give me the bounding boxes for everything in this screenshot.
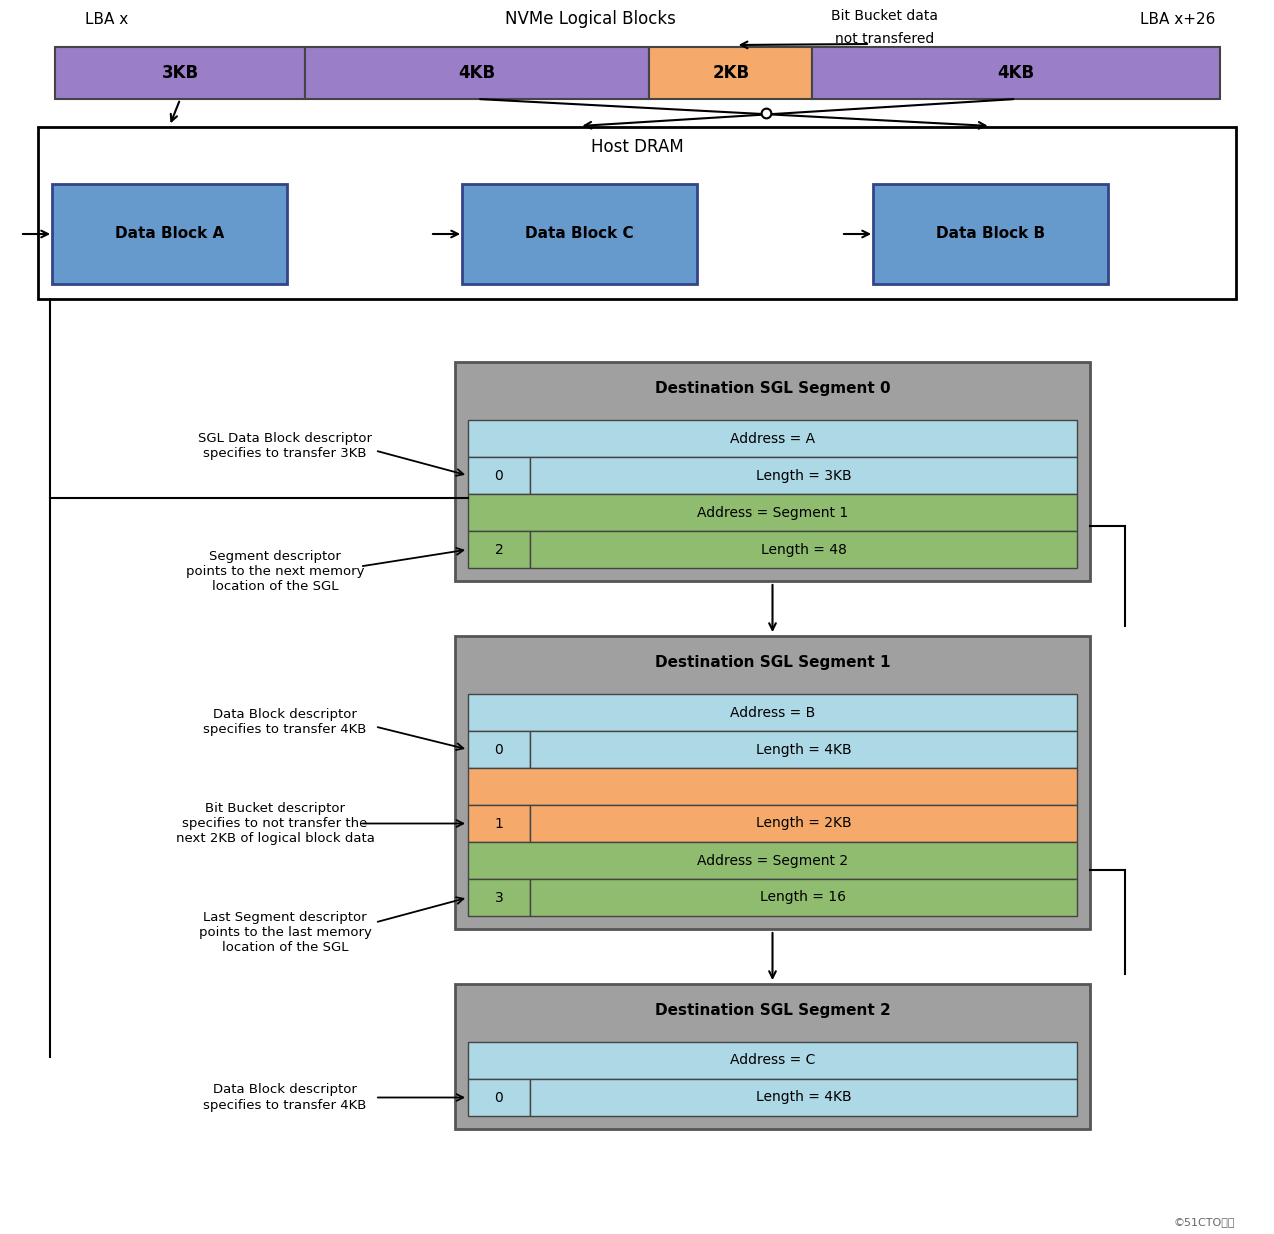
Text: LBA x: LBA x	[85, 11, 129, 26]
Text: Host DRAM: Host DRAM	[591, 138, 683, 155]
Text: Address = C: Address = C	[730, 1054, 815, 1067]
Bar	[468, 1079, 530, 1116]
Bar	[468, 805, 530, 842]
Text: Bit Bucket descriptor
specifies to not transfer the
next 2KB of logical block da: Bit Bucket descriptor specifies to not t…	[176, 802, 375, 845]
Text: 1: 1	[494, 817, 503, 830]
Bar	[455, 983, 1091, 1129]
Text: Length = 3KB: Length = 3KB	[755, 469, 851, 482]
Text: Length = 16: Length = 16	[761, 891, 846, 905]
Bar	[530, 731, 1077, 768]
Text: Last Segment descriptor
points to the last memory
location of the SGL: Last Segment descriptor points to the la…	[199, 911, 372, 954]
Bar	[530, 531, 1077, 568]
Text: Destination SGL Segment 1: Destination SGL Segment 1	[655, 655, 891, 670]
Text: Address = A: Address = A	[730, 432, 815, 445]
Bar	[530, 805, 1077, 842]
Text: Address = Segment 1: Address = Segment 1	[697, 506, 848, 520]
Bar	[455, 362, 1091, 581]
Text: 4KB: 4KB	[998, 64, 1034, 81]
Text: 4KB: 4KB	[459, 64, 496, 81]
Text: Destination SGL Segment 2: Destination SGL Segment 2	[655, 1003, 891, 1018]
Bar	[468, 879, 530, 916]
Bar	[462, 184, 697, 284]
Bar	[306, 47, 650, 99]
Bar	[455, 636, 1091, 929]
Bar	[468, 531, 530, 568]
Bar	[38, 127, 1236, 299]
Text: Data Block B: Data Block B	[936, 227, 1045, 242]
Bar	[530, 1079, 1077, 1116]
Bar	[468, 457, 530, 494]
Text: 2: 2	[494, 543, 503, 557]
Text: 0: 0	[494, 743, 503, 756]
Text: 0: 0	[494, 469, 503, 482]
Bar	[530, 879, 1077, 916]
Bar	[468, 420, 1077, 457]
Text: LBA x+26: LBA x+26	[1140, 11, 1215, 26]
Bar	[468, 494, 1077, 531]
Bar	[468, 1041, 1077, 1079]
Text: 0: 0	[494, 1091, 503, 1104]
Bar	[468, 694, 1077, 731]
Bar	[52, 184, 287, 284]
Text: Length = 4KB: Length = 4KB	[755, 743, 851, 756]
Text: Data Block descriptor
specifies to transfer 4KB: Data Block descriptor specifies to trans…	[204, 1083, 367, 1112]
Text: Data Block descriptor
specifies to transfer 4KB: Data Block descriptor specifies to trans…	[204, 707, 367, 735]
Bar	[873, 184, 1108, 284]
Text: Segment descriptor
points to the next memory
location of the SGL: Segment descriptor points to the next me…	[186, 550, 364, 594]
Text: Address = B: Address = B	[730, 706, 815, 719]
Bar	[530, 457, 1077, 494]
Text: NVMe Logical Blocks: NVMe Logical Blocks	[505, 10, 675, 28]
Text: 2KB: 2KB	[712, 64, 749, 81]
Text: Length = 2KB: Length = 2KB	[755, 817, 851, 830]
Bar	[813, 47, 1220, 99]
Text: SGL Data Block descriptor
specifies to transfer 3KB: SGL Data Block descriptor specifies to t…	[197, 432, 372, 459]
Text: Length = 48: Length = 48	[761, 543, 846, 557]
Text: 3: 3	[494, 891, 503, 905]
Bar	[650, 47, 813, 99]
Text: not transfered: not transfered	[836, 32, 935, 46]
Text: Data Block C: Data Block C	[525, 227, 633, 242]
Text: Destination SGL Segment 0: Destination SGL Segment 0	[655, 381, 891, 396]
Text: Address = Segment 2: Address = Segment 2	[697, 854, 848, 868]
Bar	[468, 842, 1077, 879]
Bar	[468, 731, 530, 768]
Text: Length = 4KB: Length = 4KB	[755, 1091, 851, 1104]
Text: 3KB: 3KB	[162, 64, 199, 81]
Text: Data Block A: Data Block A	[115, 227, 224, 242]
Bar	[468, 768, 1077, 805]
Text: ©51CTO博客: ©51CTO博客	[1173, 1217, 1235, 1227]
Bar	[55, 47, 306, 99]
Text: Bit Bucket data: Bit Bucket data	[832, 9, 939, 23]
